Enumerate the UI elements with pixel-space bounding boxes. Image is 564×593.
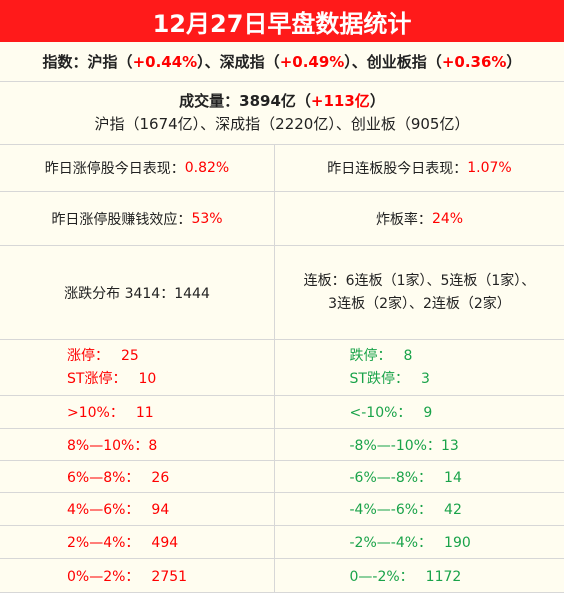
range-row: 0%—2%： 2751 0—-2%： 1172 xyxy=(0,559,564,593)
st-limit-down-label: ST跌停： xyxy=(349,370,409,387)
money-effect-label: 昨日涨停股赚钱效应： xyxy=(51,211,192,228)
range-down-value: 1172 xyxy=(425,568,462,585)
limit-up-perf-value: 0.82% xyxy=(184,160,230,176)
range-down-value: 190 xyxy=(444,535,471,551)
range-up-label: 8%—10%： xyxy=(67,437,149,454)
indices-summary: 指数：沪指（ +0.44% ）、深成指（ +0.49% ）、创业板指（ +0.3… xyxy=(0,42,564,81)
limit-down-count: 跌停： 8 xyxy=(350,345,490,368)
range-up-cell: >10%： 11 xyxy=(0,396,274,428)
distribution-row: 涨跌分布 3414：1444 连板：6连板（1家）、5连板（1家）、 3连板（2… xyxy=(0,246,564,340)
limits-row: 涨停： 25 ST涨停： 10 跌停： 8 ST跌停： 3 xyxy=(0,340,564,396)
range-up-label: >10%： xyxy=(67,405,124,421)
consec-boards-line1: 连板：6连板（1家）、5连板（1家）、 xyxy=(303,272,536,289)
break-rate-label: 炸板率： xyxy=(375,211,432,228)
performance-row: 昨日涨停股今日表现： 0.82% 昨日连板股今日表现： 1.07% xyxy=(0,145,564,192)
money-effect: 昨日涨停股赚钱效应： 53% xyxy=(0,192,274,245)
range-row: 6%—8%： 26 -6%—-8%： 14 xyxy=(0,461,564,493)
range-down-cell: <-10%： 9 xyxy=(274,396,564,428)
range-down-label: -6%—-8%： xyxy=(349,469,433,486)
range-up-value: 494 xyxy=(151,535,179,551)
range-down-value: 13 xyxy=(440,437,459,454)
range-down-label: -2%—-4%： xyxy=(349,535,433,551)
limit-down-label: 跌停： xyxy=(349,347,392,364)
consec-perf-label: 昨日连板股今日表现： xyxy=(327,161,468,177)
st-limit-up-count: ST涨停： 10 xyxy=(67,368,207,391)
range-down-cell: -6%—-8%： 14 xyxy=(274,461,564,492)
indices-suffix: ） xyxy=(506,53,522,71)
range-up-cell: 0%—2%： 2751 xyxy=(0,559,274,592)
title-row: 12月27日早盘数据统计 xyxy=(0,0,564,42)
range-down-value: 14 xyxy=(444,469,462,486)
range-up-cell: 2%—4%： 494 xyxy=(0,526,274,558)
volume-row: 成交量：3894亿（+113亿） 沪指（1674亿）、深成指（2220亿）、创业… xyxy=(0,82,564,145)
range-down-cell: -4%—-6%： 42 xyxy=(274,493,564,525)
range-up-cell: 4%—6%： 94 xyxy=(0,493,274,525)
money-effect-value: 53% xyxy=(191,210,223,227)
st-limit-down-value: 3 xyxy=(420,370,430,387)
effect-row: 昨日涨停股赚钱效应： 53% 炸板率： 24% xyxy=(0,192,564,246)
range-down-label: -4%—-6%： xyxy=(349,502,433,518)
st-limit-down-count: ST跌停： 3 xyxy=(350,368,490,391)
limit-up-value: 25 xyxy=(121,347,139,364)
range-row: 2%—4%： 494 -2%—-4%： 190 xyxy=(0,526,564,559)
break-rate: 炸板率： 24% xyxy=(274,192,564,245)
range-down-value: 42 xyxy=(444,502,462,518)
page-title: 12月27日早盘数据统计 xyxy=(152,9,412,38)
consecutive-boards: 连板：6连板（1家）、5连板（1家）、 3连板（2家）、2连板（2家） xyxy=(274,246,564,339)
range-up-label: 2%—4%： xyxy=(67,535,140,551)
consec-perf-value: 1.07% xyxy=(467,160,512,176)
range-up-label: 0%—2%： xyxy=(67,568,140,585)
range-row: 4%—6%： 94 -4%—-6%： 42 xyxy=(0,493,564,526)
volume-prefix: 成交量：3894亿（ xyxy=(179,92,311,110)
range-down-cell: -8%—-10%：13 xyxy=(274,429,564,460)
range-up-label: 4%—6%： xyxy=(67,502,140,518)
sz-index-change: +0.49% xyxy=(279,52,345,71)
volume-total: 成交量：3894亿（+113亿） xyxy=(179,90,385,113)
range-down-label: <-10%： xyxy=(349,405,412,421)
volume-suffix: ） xyxy=(369,92,385,110)
limit-down-cell: 跌停： 8 ST跌停： 3 xyxy=(274,340,564,395)
sh-index-change: +0.44% xyxy=(132,52,198,71)
range-up-value: 26 xyxy=(151,469,170,486)
range-up-cell: 6%—8%： 26 xyxy=(0,461,274,492)
volume-change: +113亿 xyxy=(310,92,370,110)
range-down-label: -8%—-10%： xyxy=(349,437,441,454)
range-row: 8%—10%：8 -8%—-10%：13 xyxy=(0,429,564,461)
break-rate-value: 24% xyxy=(431,210,464,227)
st-limit-up-label: ST涨停： xyxy=(67,370,127,387)
consec-boards-line2: 3连板（2家）、2连板（2家） xyxy=(328,295,511,312)
indices-mid1: ）、深成指（ xyxy=(197,53,280,71)
range-up-value: 8 xyxy=(148,437,158,454)
cyb-index-change: +0.36% xyxy=(441,52,507,71)
limit-up-cell: 涨停： 25 ST涨停： 10 xyxy=(0,340,274,395)
range-up-cell: 8%—10%：8 xyxy=(0,429,274,460)
limit-up-count: 涨停： 25 xyxy=(67,345,207,368)
st-limit-up-value: 10 xyxy=(138,370,157,387)
range-down-cell: 0—-2%： 1172 xyxy=(274,559,564,592)
range-up-label: 6%—8%： xyxy=(67,469,140,486)
range-up-value: 94 xyxy=(151,502,170,518)
range-up-value: 2751 xyxy=(151,568,188,585)
limit-up-label: 涨停： xyxy=(67,347,109,364)
range-down-value: 9 xyxy=(423,405,433,421)
range-down-cell: -2%—-4%： 190 xyxy=(274,526,564,558)
indices-row: 指数：沪指（ +0.44% ）、深成指（ +0.49% ）、创业板指（ +0.3… xyxy=(0,42,564,82)
volume-cell: 成交量：3894亿（+113亿） 沪指（1674亿）、深成指（2220亿）、创业… xyxy=(0,82,564,144)
limit-up-perf-label: 昨日涨停股今日表现： xyxy=(44,161,185,177)
limit-up-performance: 昨日涨停股今日表现： 0.82% xyxy=(0,145,274,191)
consecutive-performance: 昨日连板股今日表现： 1.07% xyxy=(274,145,564,191)
updown-distribution: 涨跌分布 3414：1444 xyxy=(64,285,210,302)
range-up-value: 11 xyxy=(135,405,154,421)
range-row: >10%： 11 <-10%： 9 xyxy=(0,396,564,429)
indices-prefix: 指数：沪指（ xyxy=(42,53,133,71)
volume-breakdown: 沪指（1674亿）、深成指（2220亿）、创业板（905亿） xyxy=(94,115,470,133)
limit-down-value: 8 xyxy=(403,347,413,364)
range-down-label: 0—-2%： xyxy=(349,568,414,585)
indices-mid2: ）、创业板指（ xyxy=(344,53,442,71)
